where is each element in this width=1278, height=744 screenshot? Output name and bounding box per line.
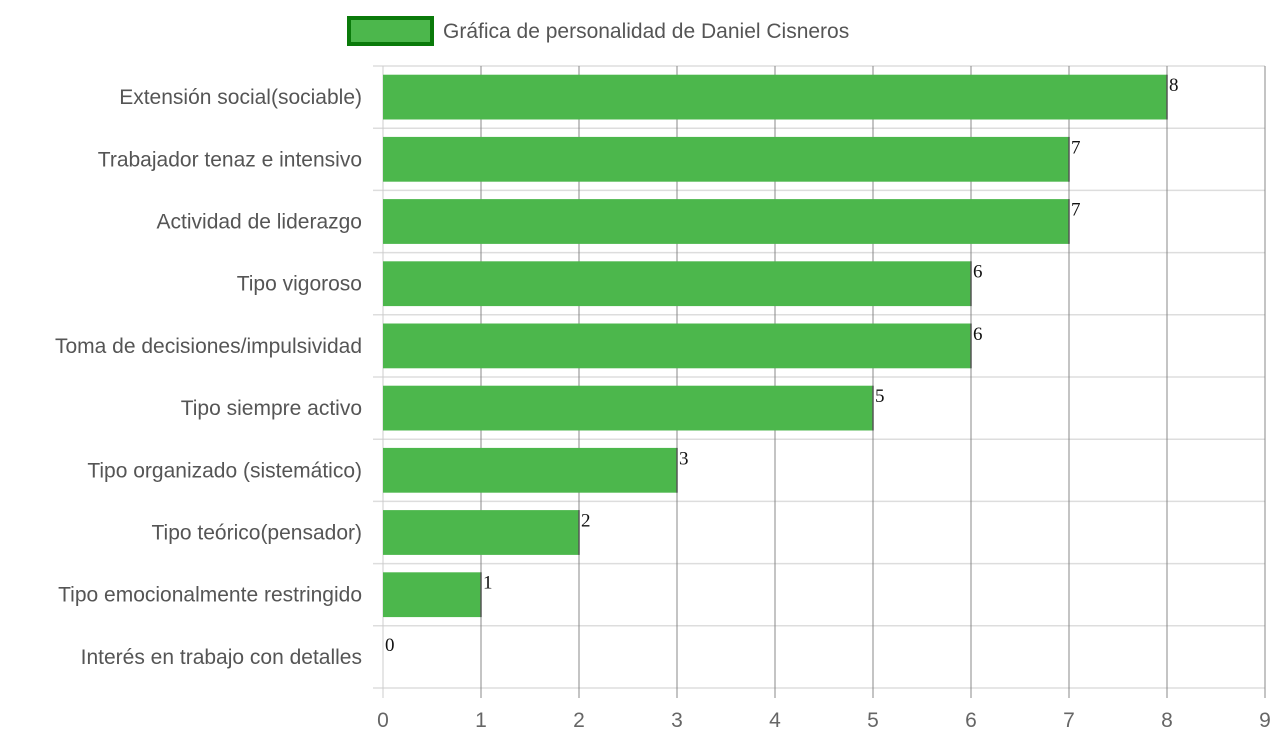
data-label: 7 (1071, 137, 1081, 158)
bar[interactable] (383, 572, 481, 618)
data-label: 1 (483, 573, 493, 594)
bar[interactable] (383, 385, 873, 431)
category-label: Trabajador tenaz e intensivo (98, 148, 362, 171)
x-tick-label: 1 (475, 709, 487, 732)
bars (383, 74, 1168, 618)
category-label: Tipo organizado (sistemático) (87, 459, 362, 482)
labels: 0 1 2 3 4 5 6 7 8 9 Extensión social(sociable) 8 Tra… (55, 75, 1271, 732)
x-tick-label: 2 (573, 709, 585, 732)
x-tick-label: 6 (965, 709, 977, 732)
bar[interactable] (383, 447, 677, 493)
category-label: Tipo siempre activo (181, 397, 362, 420)
category-label: Extensión social(sociable) (119, 86, 362, 109)
bar[interactable] (383, 261, 971, 307)
x-tick-label: 3 (671, 709, 683, 732)
legend-label: Gráfica de personalidad de Daniel Cisner… (443, 20, 849, 43)
category-label: Actividad de liderazgo (157, 211, 362, 234)
x-tick-label: 4 (769, 709, 781, 732)
category-label: Toma de decisiones/impulsividad (55, 335, 362, 358)
bar[interactable] (383, 510, 579, 555)
x-tick-label: 9 (1259, 709, 1271, 732)
bar[interactable] (383, 136, 1069, 182)
bar[interactable] (383, 199, 1069, 244)
data-label: 7 (1071, 200, 1081, 221)
category-label: Tipo emocionalmente restringido (58, 584, 362, 607)
category-label: Tipo vigoroso (237, 273, 362, 296)
legend[interactable]: Gráfica de personalidad de Daniel Cisner… (347, 16, 849, 46)
data-label: 6 (973, 324, 983, 345)
legend-swatch (347, 16, 434, 46)
bar[interactable] (383, 74, 1167, 120)
data-label: 6 (973, 262, 983, 283)
category-label: Interés en trabajo con detalles (81, 646, 362, 669)
x-tick-label: 0 (377, 709, 389, 732)
data-label: 2 (581, 511, 591, 532)
data-label: 8 (1169, 75, 1179, 96)
x-tick-label: 8 (1161, 709, 1173, 732)
category-label: Tipo teórico(pensador) (152, 522, 363, 545)
x-tick-label: 5 (867, 709, 879, 732)
x-tick-label: 7 (1063, 709, 1075, 732)
bar[interactable] (383, 323, 971, 369)
data-label: 5 (875, 386, 885, 407)
data-label: 0 (385, 635, 395, 656)
data-label: 3 (679, 448, 689, 469)
